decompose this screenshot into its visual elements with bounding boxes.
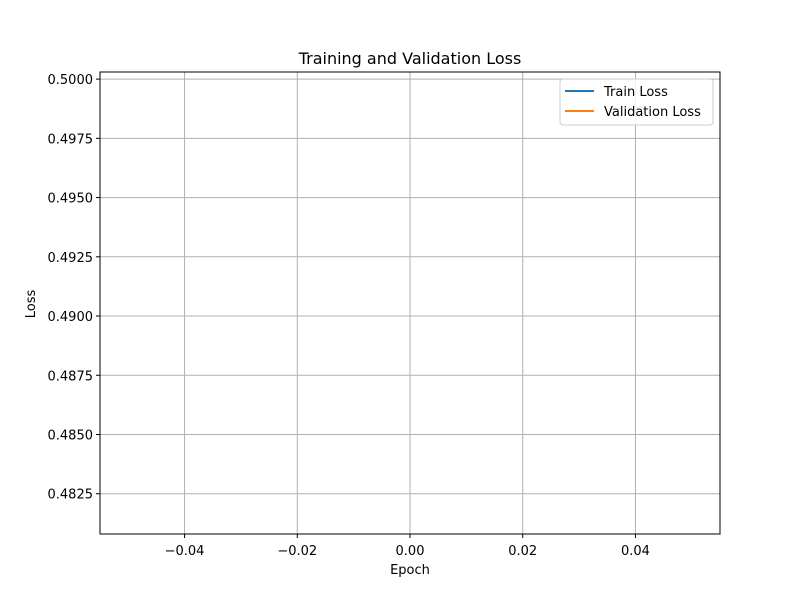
y-axis-label: Loss — [24, 290, 39, 319]
y-axis-ticks: 0.4825 0.4850 0.4875 0.4900 0.4925 0.4950 0.49… — [48, 73, 100, 503]
y-tick-label: 0.4975 — [48, 132, 94, 147]
y-tick-label: 0.5000 — [48, 73, 94, 88]
x-tick-label: −0.02 — [277, 544, 317, 559]
chart-title: Training and Validation Loss — [298, 49, 522, 68]
x-axis-label: Epoch — [390, 563, 430, 578]
x-tick-label: 0.04 — [621, 544, 650, 559]
legend: Train Loss Validation Loss — [559, 78, 714, 126]
y-tick-label: 0.4875 — [48, 369, 94, 384]
legend-label-train-loss: Train Loss — [603, 85, 668, 100]
legend-box — [559, 78, 714, 126]
y-tick-label: 0.4850 — [48, 428, 94, 443]
x-tick-label: 0.02 — [508, 544, 537, 559]
x-tick-label: 0.00 — [396, 544, 425, 559]
legend-label-validation-loss: Validation Loss — [604, 105, 701, 120]
y-tick-label: 0.4950 — [48, 192, 94, 207]
grid-layer — [100, 72, 720, 534]
x-axis-ticks: −0.04 −0.02 0.00 0.02 0.04 — [165, 534, 650, 559]
y-tick-label: 0.4925 — [48, 251, 94, 266]
y-tick-label: 0.4900 — [48, 310, 94, 325]
y-tick-label: 0.4825 — [48, 488, 94, 503]
x-tick-label: −0.04 — [165, 544, 205, 559]
